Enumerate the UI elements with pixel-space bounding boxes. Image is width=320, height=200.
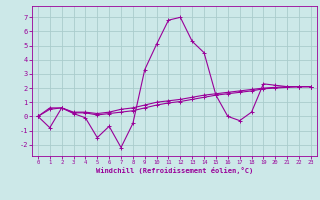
X-axis label: Windchill (Refroidissement éolien,°C): Windchill (Refroidissement éolien,°C) xyxy=(96,167,253,174)
